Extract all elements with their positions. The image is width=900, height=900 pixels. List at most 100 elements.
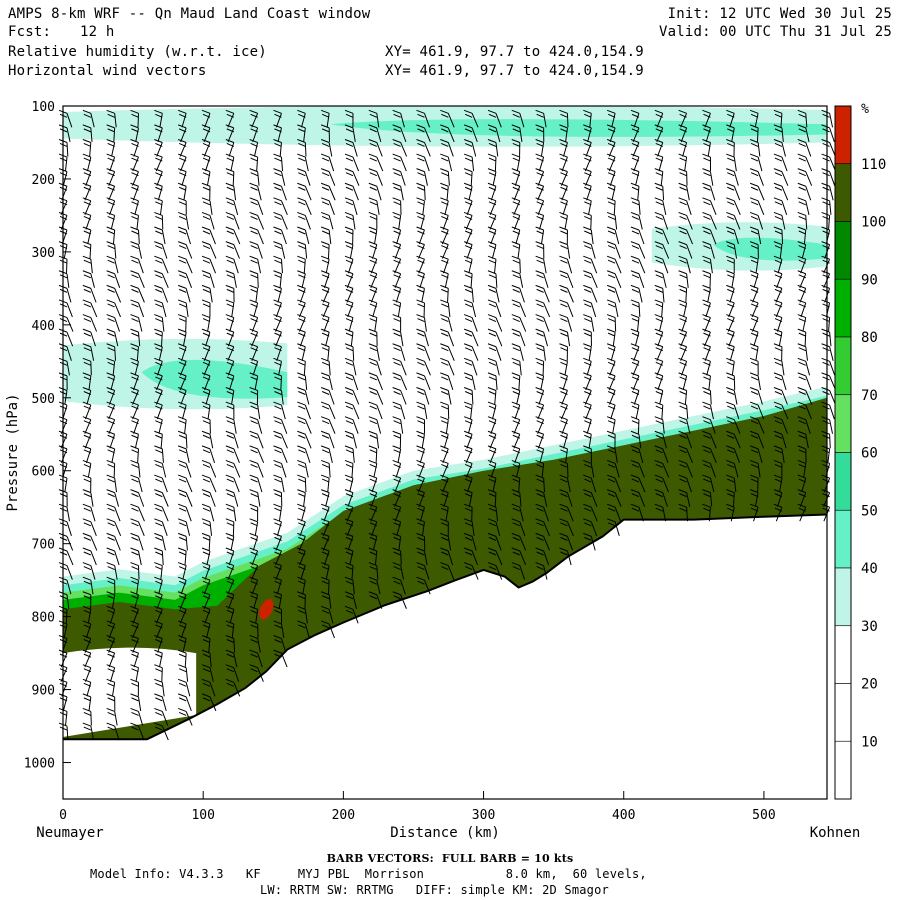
wind-barb [297,109,306,128]
wind-barb [559,532,574,551]
wind-barb [654,401,664,420]
wind-barb [106,343,117,361]
wind-barb [559,328,571,347]
wind-barb [463,343,479,361]
wind-barb [749,459,761,478]
wind-barb [201,387,211,405]
wind-barb [249,139,259,157]
wind-barb [606,401,616,420]
wind-barb [154,532,166,551]
wind-barb [225,153,235,172]
wind-barb [797,459,807,478]
wind-barb [344,605,359,624]
wind-barb [797,197,810,215]
wind-barb [249,197,264,216]
y-tick-label: 800 [32,611,55,626]
wind-barb [368,591,383,609]
wind-barb [583,168,592,186]
terrain-surface [63,513,828,741]
wind-barb [320,197,335,216]
wind-barb [273,343,282,361]
wind-barb [606,445,618,463]
wind-barb [368,357,382,376]
wind-barb [392,153,407,172]
wind-barb [511,255,521,274]
wind-barb [463,474,473,493]
wind-barb [749,197,765,216]
wind-barb [773,489,783,507]
wind-barb [726,182,741,201]
wind-barb [368,153,384,172]
wind-barb [797,226,807,245]
wind-barb [368,532,378,551]
wind-barb [82,372,92,390]
wind-barb [702,430,717,449]
wind-barb [273,459,287,478]
wind-barb [82,649,92,668]
wind-barb [249,635,261,653]
wind-barb [654,197,667,215]
field-rh: Relative humidity (w.r.t. ice) [8,44,267,60]
wind-barb [154,591,163,609]
wind-barb [487,503,499,522]
wind-barb [440,211,449,230]
wind-barb [773,459,783,478]
wind-barb [487,241,497,259]
wind-barb [320,532,330,551]
wind-barb [392,226,402,245]
wind-barb [177,620,187,639]
wind-barb [154,124,163,143]
wind-barb [344,328,354,347]
wind-barb [416,197,425,215]
colorbar-label: 90 [861,272,878,288]
wind-barb [344,168,360,186]
wind-barb [392,357,407,376]
wind-barb [249,518,259,536]
wind-barb [535,328,549,347]
wind-barb [106,707,118,726]
wind-barb [702,503,711,522]
wind-barb [749,284,759,303]
wind-barb [702,387,712,405]
wind-barb [297,503,306,522]
wind-barb [344,109,354,128]
wind-barb [344,372,359,391]
wind-barb [320,474,330,493]
wind-barb [249,168,260,186]
wind-barb [130,182,139,201]
wind-barb [82,124,93,142]
wind-barb [368,489,378,507]
wind-barb [177,474,193,493]
wind-barb [606,241,621,259]
wind-barb [749,255,759,274]
wind-barb [678,226,694,245]
wind-barb [320,343,330,361]
wind-barb [416,518,425,536]
wind-barb [440,503,449,522]
wind-barb [416,139,431,157]
wind-barb [606,372,616,391]
wind-barb [392,547,402,566]
wind-barb [678,153,688,172]
wind-barb [273,503,282,522]
wind-barb [463,124,478,143]
wind-barb [797,284,807,303]
wind-barb [154,197,163,215]
wind-barb [225,387,235,405]
wind-barb [130,270,145,288]
wind-barb [559,503,574,522]
wind-barb [154,153,163,172]
wind-barb [177,707,193,726]
wind-barb [559,299,574,318]
wind-barb [368,401,383,420]
wind-barb [511,197,521,216]
wind-barb [130,707,144,726]
wind-barb [702,459,716,478]
wind-barb [225,459,241,478]
wind-barb [583,372,592,391]
wind-barb [606,226,620,245]
wind-barb [106,197,116,216]
wind-barb [320,139,333,157]
wind-barb [440,547,454,566]
wind-barb [320,445,333,463]
